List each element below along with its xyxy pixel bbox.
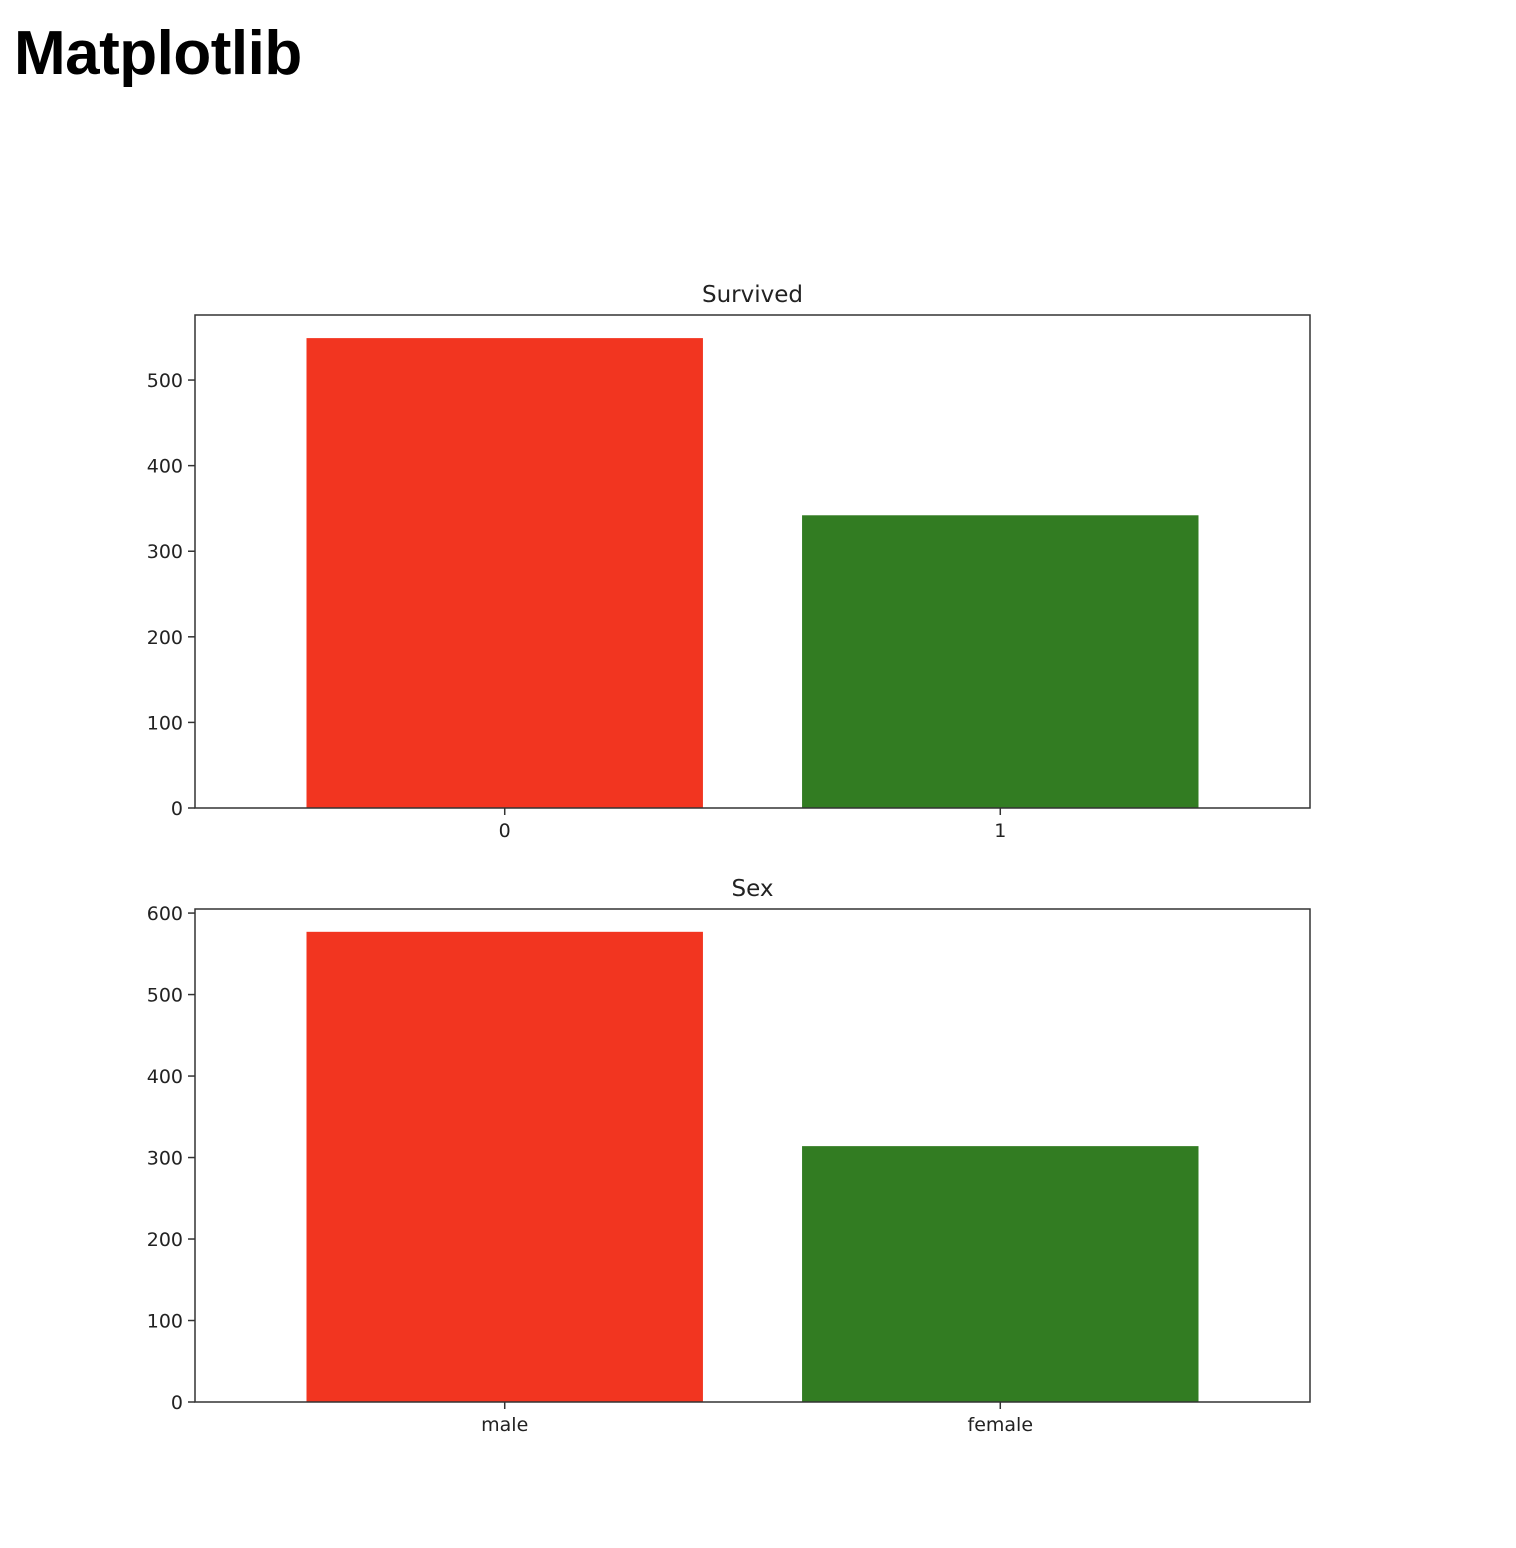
page-heading: Matplotlib <box>14 19 302 88</box>
y-tick-label: 200 <box>147 627 183 649</box>
y-tick-label: 500 <box>147 370 183 392</box>
chart-title: Survived <box>702 282 803 308</box>
y-tick-label: 0 <box>171 798 183 820</box>
chart-title: Sex <box>732 876 774 902</box>
x-tick-label: male <box>481 1414 528 1436</box>
y-tick-label: 100 <box>147 712 183 734</box>
plot-frame <box>194 908 1311 1403</box>
y-tick-label: 600 <box>147 903 183 925</box>
y-tick-label: 200 <box>147 1229 183 1251</box>
x-tick-label: 0 <box>499 820 511 842</box>
y-tick-label: 300 <box>147 541 183 563</box>
bar-female <box>802 1146 1199 1402</box>
bar-1 <box>802 515 1199 808</box>
sex-chart: Sex 0 100 200 300 400 500 600 male female <box>147 876 1311 1436</box>
y-tick-label: 300 <box>147 1148 183 1170</box>
x-tick-label: female <box>968 1414 1034 1436</box>
x-tick-label: 1 <box>994 820 1006 842</box>
bar-male <box>306 931 703 1402</box>
bar-0 <box>306 338 703 808</box>
survived-chart: Survived 0 100 200 300 400 500 0 1 <box>147 282 1311 842</box>
y-tick-label: 400 <box>147 456 183 478</box>
plot-frame <box>194 314 1311 809</box>
y-tick-label: 100 <box>147 1311 183 1333</box>
y-tick-label: 500 <box>147 985 183 1007</box>
y-tick-label: 0 <box>171 1392 183 1414</box>
y-tick-label: 400 <box>147 1066 183 1088</box>
